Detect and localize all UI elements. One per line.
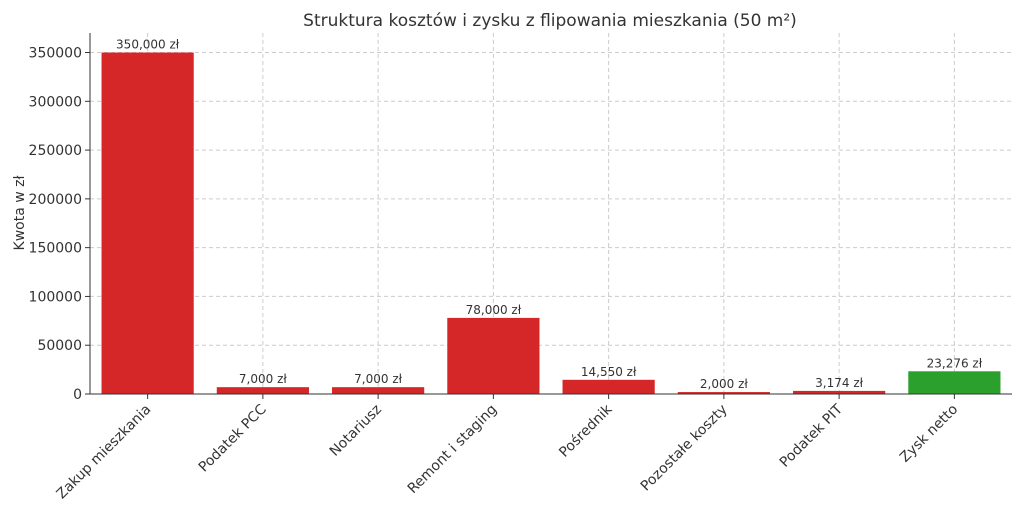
y-tick-label: 100000 xyxy=(29,289,82,305)
data-label: 7,000 zł xyxy=(354,372,402,386)
x-tick-label: Pośrednik xyxy=(556,401,616,461)
y-tick-label: 200000 xyxy=(29,192,82,208)
bar xyxy=(332,387,425,394)
bar xyxy=(908,371,1001,394)
x-tick-label: Zakup mieszkania xyxy=(54,402,155,503)
bar xyxy=(101,52,194,394)
data-label: 350,000 zł xyxy=(116,38,180,52)
x-tick-label: Podatek PCC xyxy=(196,401,270,475)
x-tick-label: Remont i staging xyxy=(405,402,500,497)
data-label: 2,000 zł xyxy=(700,377,748,391)
x-tick-label: Podatek PIT xyxy=(777,401,846,470)
y-tick-label: 0 xyxy=(73,387,82,403)
bar xyxy=(447,317,540,394)
y-tick-label: 150000 xyxy=(29,241,82,257)
data-label: 14,550 zł xyxy=(581,365,637,379)
grid xyxy=(90,33,1012,394)
x-tick-label: Notariusz xyxy=(327,402,385,460)
data-label: 7,000 zł xyxy=(239,372,287,386)
bar xyxy=(562,379,655,394)
data-label: 78,000 zł xyxy=(466,303,522,317)
chart-title: Struktura kosztów i zysku z flipowania m… xyxy=(303,11,797,31)
data-label: 3,174 zł xyxy=(815,376,863,390)
bars xyxy=(101,52,1001,394)
y-ticks: 0 50000 100000 150000 200000 250000 300000 3500… xyxy=(29,46,90,403)
bar xyxy=(216,387,309,394)
y-tick-label: 300000 xyxy=(29,94,82,110)
y-tick-label: 350000 xyxy=(29,46,82,62)
bar xyxy=(677,392,770,394)
y-tick-label: 250000 xyxy=(29,143,82,159)
x-tick-label: Zysk netto xyxy=(897,402,961,466)
x-tick-label: Pozostałe koszty xyxy=(638,402,731,495)
data-labels: 350,000 zł 7,000 zł 7,000 zł 78,000 zł 14,55… xyxy=(116,38,983,392)
y-axis-label: Kwota w zł xyxy=(12,176,28,251)
y-tick-label: 50000 xyxy=(37,338,82,354)
axes xyxy=(89,33,1012,395)
bar xyxy=(793,390,886,394)
data-label: 23,276 zł xyxy=(927,356,983,370)
x-ticks: Zakup mieszkania Podatek PCC Notariusz Remo… xyxy=(54,394,961,503)
